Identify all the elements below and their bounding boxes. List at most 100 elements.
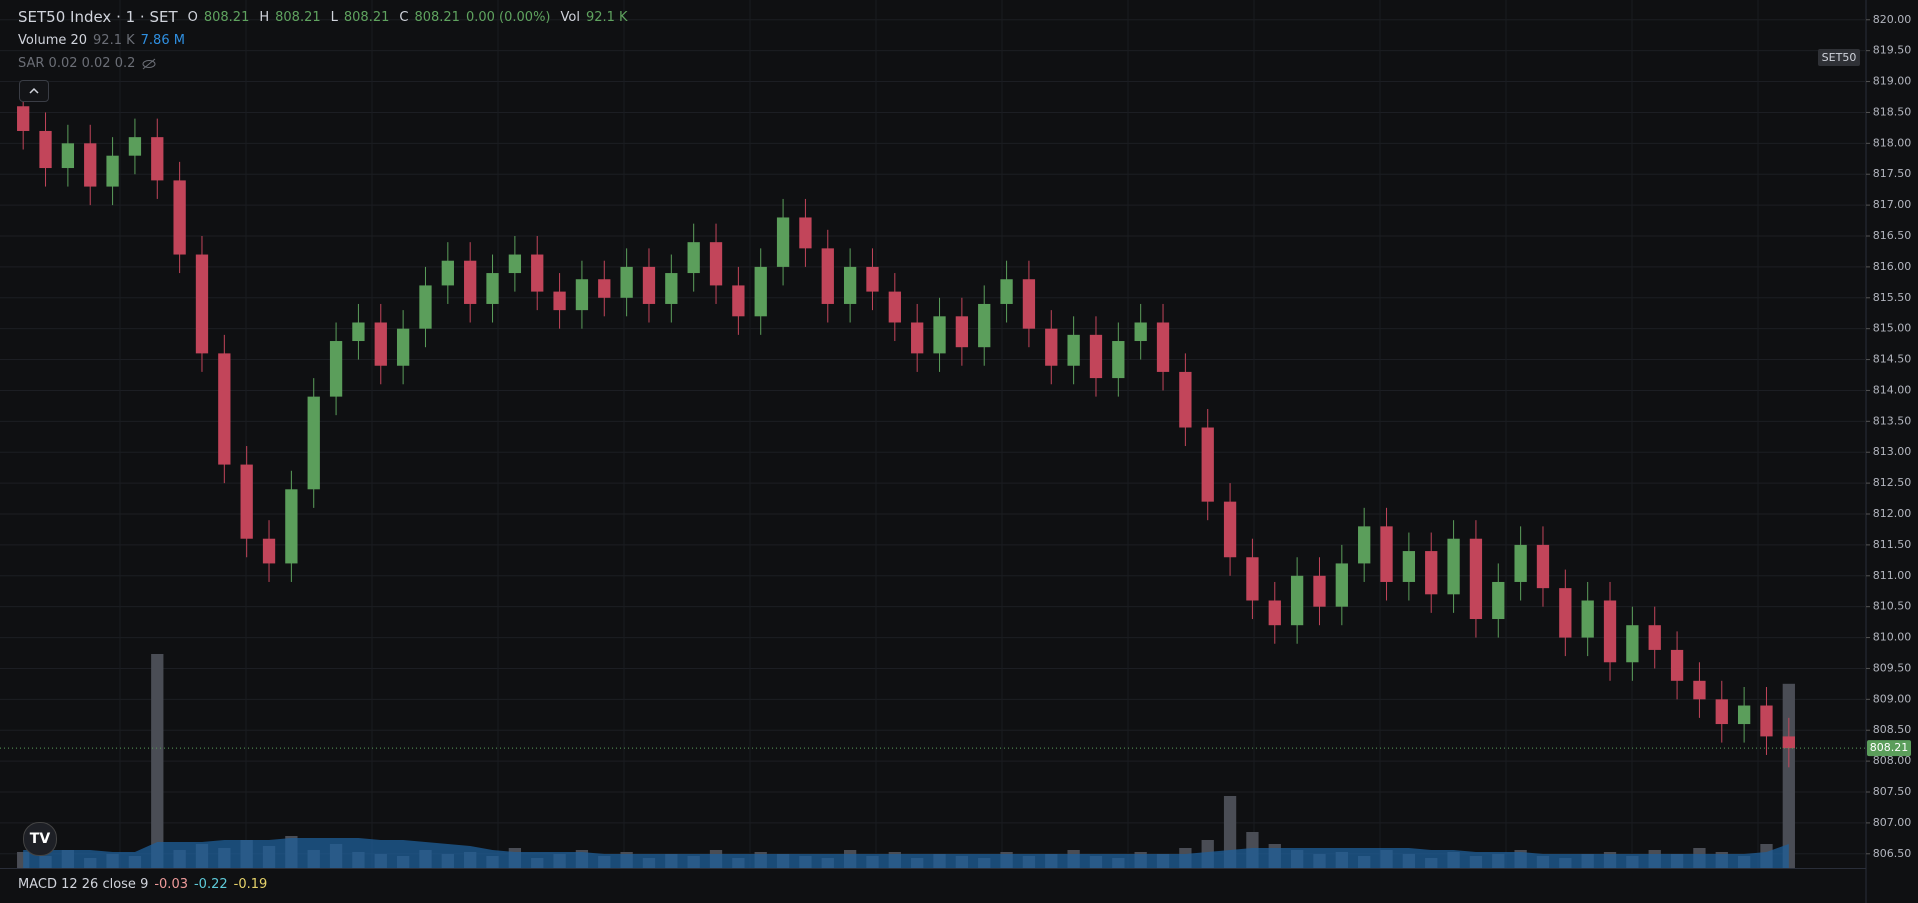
candle-body [1670, 649, 1684, 681]
y-tick-label: 808.50 [1873, 723, 1912, 736]
candle-body [1290, 575, 1304, 626]
macd-pane: MACD 12 26 close 9 -0.03 -0.22 -0.19 [0, 868, 1866, 903]
legend-label: H [259, 9, 270, 25]
legend-label: Vol [560, 9, 580, 25]
legend-value: 808.21 [414, 9, 460, 25]
y-tick-label: 819.50 [1873, 44, 1912, 57]
candle-body [218, 353, 231, 465]
candle-body [799, 217, 812, 249]
candle-body [776, 217, 790, 267]
symbol-tag: SET50 [1822, 51, 1857, 64]
candle-body [39, 130, 52, 169]
y-tick-label: 815.50 [1873, 291, 1912, 304]
legend-label: C [399, 9, 409, 25]
candle-body [1223, 501, 1237, 558]
candle-body [1067, 334, 1080, 366]
candle-body [1559, 588, 1572, 638]
candle-body [1246, 557, 1259, 601]
candle-body [1626, 625, 1639, 663]
y-tick-label: 806.50 [1873, 847, 1912, 860]
candle-body [329, 341, 343, 397]
candle-body [687, 242, 700, 274]
candle-body [1425, 551, 1438, 595]
indicator-name: MACD 12 26 close 9 [18, 877, 149, 892]
indicator-value: -0.03 [154, 877, 188, 892]
y-tick-label: 809.00 [1873, 692, 1912, 705]
candle-body [262, 538, 276, 564]
candle-body [285, 489, 298, 564]
y-tick-label: 807.50 [1873, 785, 1912, 798]
candle-body [1782, 736, 1795, 749]
y-tick-label: 810.00 [1873, 631, 1912, 644]
candle-body [1469, 538, 1483, 620]
candle-body [709, 242, 723, 286]
candle-body [978, 303, 991, 348]
candle-body [933, 316, 946, 354]
y-tick-label: 820.00 [1873, 13, 1912, 26]
y-tick-label: 809.50 [1873, 661, 1912, 674]
candle-body [1268, 600, 1281, 626]
candle-body [1201, 427, 1214, 502]
last-price-tag [1867, 740, 1911, 757]
candle-body [1335, 563, 1348, 607]
y-tick-label: 817.50 [1873, 167, 1912, 180]
candle-body [441, 260, 454, 286]
candle-body [419, 285, 432, 329]
candle-body [396, 328, 410, 366]
y-tick-label: 815.00 [1873, 322, 1912, 335]
y-tick-label: 808.00 [1873, 754, 1912, 767]
legend-change: 0.00 (0.00%) [465, 9, 551, 25]
candle-body [1022, 279, 1036, 329]
symbol-tag-bg [1818, 49, 1860, 66]
candle-body [151, 137, 164, 181]
hidden-icon[interactable] [141, 58, 157, 70]
y-tick-label: 811.50 [1873, 538, 1912, 551]
y-tick-label: 810.50 [1873, 600, 1912, 613]
candle-body [1134, 322, 1147, 342]
macd-legend[interactable]: MACD 12 26 close 9 -0.03 -0.22 -0.19 [18, 877, 267, 892]
candle-body [1380, 526, 1393, 582]
candle-body [1000, 279, 1013, 304]
candle-body [1492, 581, 1505, 620]
candle-body [888, 291, 901, 323]
collapse-button[interactable] [19, 80, 49, 102]
legend-value: 808.21 [343, 9, 390, 25]
candle-body [128, 137, 142, 156]
volume-bar [1782, 683, 1795, 868]
candle-body [620, 266, 633, 298]
candle-body [575, 279, 589, 311]
candle-body [732, 285, 745, 317]
indicator-value: -0.19 [233, 877, 268, 892]
candle-body [1648, 625, 1661, 650]
candle-body [1603, 600, 1617, 663]
indicator-value: 92.1 K [93, 33, 135, 48]
candle-body [1156, 322, 1170, 372]
y-tick-label: 816.50 [1873, 229, 1912, 242]
candle-body [61, 143, 75, 169]
candle-body [911, 322, 924, 354]
y-tick-label: 818.50 [1873, 105, 1912, 118]
candle-body [307, 396, 320, 490]
candle-body [1715, 699, 1728, 725]
last-price-label: 808.21 [1870, 741, 1909, 754]
y-tick-label: 807.00 [1873, 816, 1912, 829]
sar-legend[interactable]: SAR 0.02 0.02 0.2 [18, 56, 157, 71]
candle-body [508, 254, 522, 274]
candle-body [531, 254, 544, 292]
candle-body [866, 266, 879, 292]
candle-body [1536, 544, 1550, 589]
candle-body [1760, 705, 1773, 737]
candle-body [642, 266, 656, 304]
legend-value: 808.21 [203, 9, 250, 25]
y-tick-label: 812.50 [1873, 476, 1912, 489]
candle-body [843, 266, 857, 304]
volume-legend[interactable]: Volume 20 92.1 K 7.86 M [18, 33, 185, 48]
y-tick-label: 814.50 [1873, 353, 1912, 366]
y-tick-label: 812.00 [1873, 507, 1912, 520]
legend-value: 92.1 K [585, 9, 628, 25]
logo[interactable]: TV [23, 822, 57, 856]
candle-body [486, 273, 499, 304]
candle-body [1514, 544, 1527, 582]
